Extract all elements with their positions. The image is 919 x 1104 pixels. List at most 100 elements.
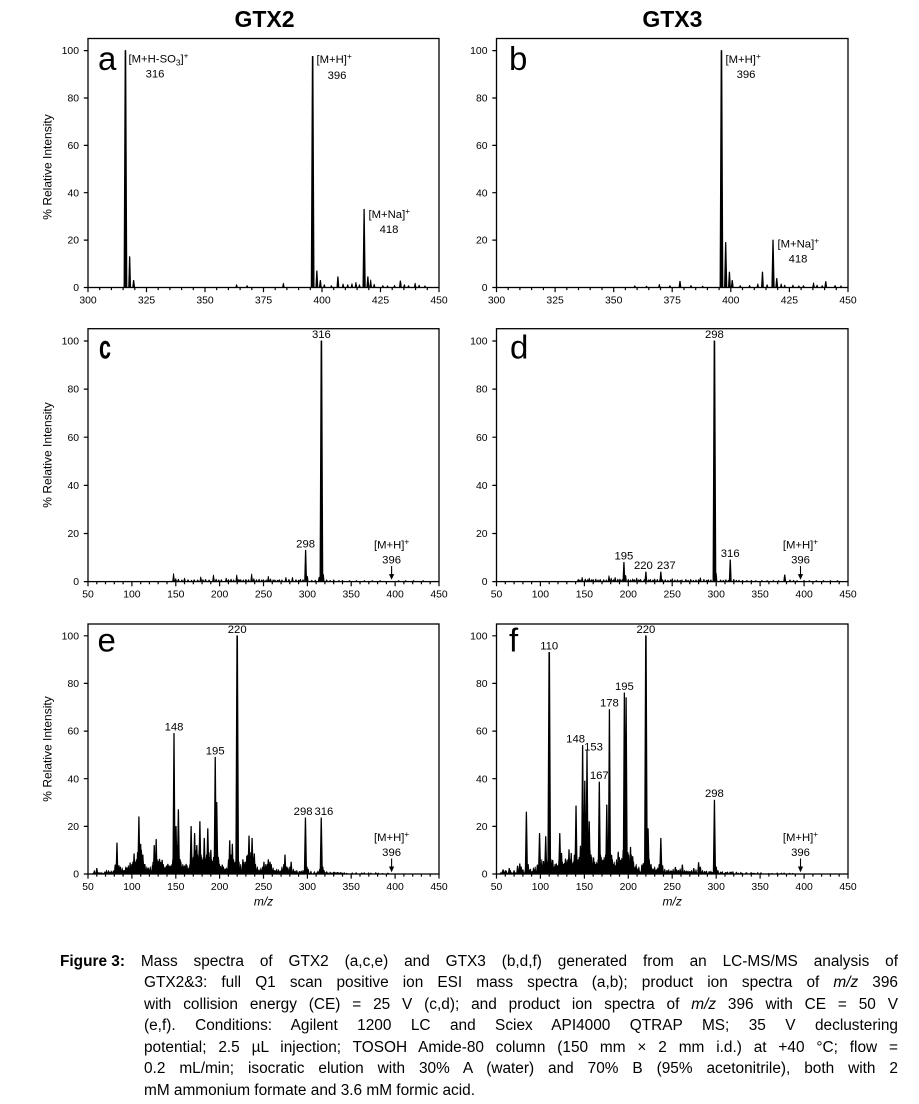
svg-text:100: 100 <box>532 589 550 600</box>
svg-text:50: 50 <box>491 589 503 600</box>
svg-text:150: 150 <box>167 589 185 600</box>
svg-text:396: 396 <box>791 847 810 859</box>
svg-text:80: 80 <box>476 679 488 690</box>
svg-text:316: 316 <box>312 329 331 341</box>
svg-text:100: 100 <box>123 589 141 600</box>
svg-text:250: 250 <box>255 882 273 893</box>
svg-text:200: 200 <box>211 882 229 893</box>
svg-text:20: 20 <box>67 529 79 540</box>
svg-text:[M+Na]+: [M+Na]+ <box>369 206 411 221</box>
svg-text:396: 396 <box>791 554 810 566</box>
svg-text:60: 60 <box>476 727 488 738</box>
svg-text:50: 50 <box>82 882 94 893</box>
svg-text:[M+H]+: [M+H]+ <box>317 51 352 66</box>
svg-text:300: 300 <box>708 882 726 893</box>
svg-text:80: 80 <box>67 385 79 396</box>
svg-text:400: 400 <box>386 882 404 893</box>
svg-text:20: 20 <box>476 822 488 833</box>
svg-text:% Relative Intensity: % Relative Intensity <box>41 114 55 219</box>
svg-text:250: 250 <box>664 589 682 600</box>
svg-text:153: 153 <box>584 742 603 754</box>
svg-text:100: 100 <box>62 337 80 348</box>
svg-text:100: 100 <box>62 631 80 642</box>
svg-text:[M+H-SO3]+: [M+H-SO3]+ <box>129 50 189 67</box>
svg-text:c: c <box>99 329 111 366</box>
svg-text:20: 20 <box>67 822 79 833</box>
svg-text:425: 425 <box>372 295 390 306</box>
svg-text:[M+H]+: [M+H]+ <box>783 536 818 551</box>
svg-text:100: 100 <box>470 337 488 348</box>
svg-text:60: 60 <box>67 727 79 738</box>
svg-text:60: 60 <box>67 141 79 152</box>
svg-text:300: 300 <box>299 882 317 893</box>
svg-text:60: 60 <box>67 433 79 444</box>
svg-text:50: 50 <box>491 882 503 893</box>
svg-text:195: 195 <box>614 550 633 562</box>
svg-text:150: 150 <box>167 882 185 893</box>
svg-text:195: 195 <box>615 681 634 693</box>
svg-text:% Relative Intensity: % Relative Intensity <box>41 696 55 801</box>
svg-text:50: 50 <box>82 589 94 600</box>
svg-text:0: 0 <box>482 283 488 294</box>
svg-text:250: 250 <box>664 882 682 893</box>
svg-text:298: 298 <box>294 806 313 818</box>
svg-text:375: 375 <box>664 295 682 306</box>
svg-text:40: 40 <box>476 481 488 492</box>
svg-text:100: 100 <box>62 46 80 57</box>
svg-text:148: 148 <box>566 733 585 745</box>
svg-text:450: 450 <box>839 295 857 306</box>
svg-text:110: 110 <box>540 641 558 653</box>
svg-text:350: 350 <box>751 882 769 893</box>
svg-text:0: 0 <box>73 577 79 588</box>
svg-text:298: 298 <box>296 538 315 550</box>
svg-text:237: 237 <box>657 560 676 572</box>
svg-text:350: 350 <box>196 295 214 306</box>
svg-text:178: 178 <box>600 698 619 710</box>
svg-text:400: 400 <box>722 295 740 306</box>
svg-text:325: 325 <box>138 295 156 306</box>
svg-text:418: 418 <box>789 254 808 266</box>
svg-text:[M+H]+: [M+H]+ <box>726 51 761 66</box>
svg-text:350: 350 <box>751 589 769 600</box>
svg-text:350: 350 <box>343 589 361 600</box>
svg-text:396: 396 <box>382 554 401 566</box>
svg-text:% Relative Intensity: % Relative Intensity <box>41 402 55 507</box>
svg-text:450: 450 <box>839 882 857 893</box>
svg-text:425: 425 <box>781 295 799 306</box>
svg-text:148: 148 <box>165 722 184 734</box>
svg-text:450: 450 <box>430 882 448 893</box>
svg-text:100: 100 <box>532 882 550 893</box>
svg-text:300: 300 <box>79 295 97 306</box>
svg-text:100: 100 <box>470 631 488 642</box>
svg-text:150: 150 <box>576 589 594 600</box>
svg-text:200: 200 <box>211 589 229 600</box>
svg-text:450: 450 <box>430 589 448 600</box>
svg-text:400: 400 <box>795 882 813 893</box>
svg-text:396: 396 <box>737 69 756 81</box>
svg-text:[M+H]+: [M+H]+ <box>783 829 818 844</box>
svg-text:20: 20 <box>67 236 79 247</box>
svg-text:40: 40 <box>476 774 488 785</box>
svg-text:80: 80 <box>476 94 488 105</box>
svg-text:f: f <box>509 622 519 659</box>
svg-text:200: 200 <box>620 589 638 600</box>
svg-text:a: a <box>98 40 117 77</box>
svg-text:[M+H]+: [M+H]+ <box>374 536 409 551</box>
svg-text:[M+H]+: [M+H]+ <box>374 829 409 844</box>
svg-text:298: 298 <box>705 788 724 800</box>
svg-text:220: 220 <box>228 624 247 636</box>
svg-text:0: 0 <box>482 577 488 588</box>
svg-text:298: 298 <box>705 329 724 341</box>
svg-text:350: 350 <box>343 882 361 893</box>
svg-text:375: 375 <box>255 295 273 306</box>
svg-text:167: 167 <box>590 770 609 782</box>
svg-text:300: 300 <box>488 295 506 306</box>
svg-text:220: 220 <box>634 560 653 572</box>
svg-text:0: 0 <box>482 870 488 881</box>
svg-text:418: 418 <box>380 224 399 236</box>
svg-text:80: 80 <box>476 385 488 396</box>
svg-text:d: d <box>510 329 528 366</box>
svg-text:0: 0 <box>73 283 79 294</box>
svg-text:b: b <box>509 40 527 77</box>
svg-text:316: 316 <box>314 806 333 818</box>
